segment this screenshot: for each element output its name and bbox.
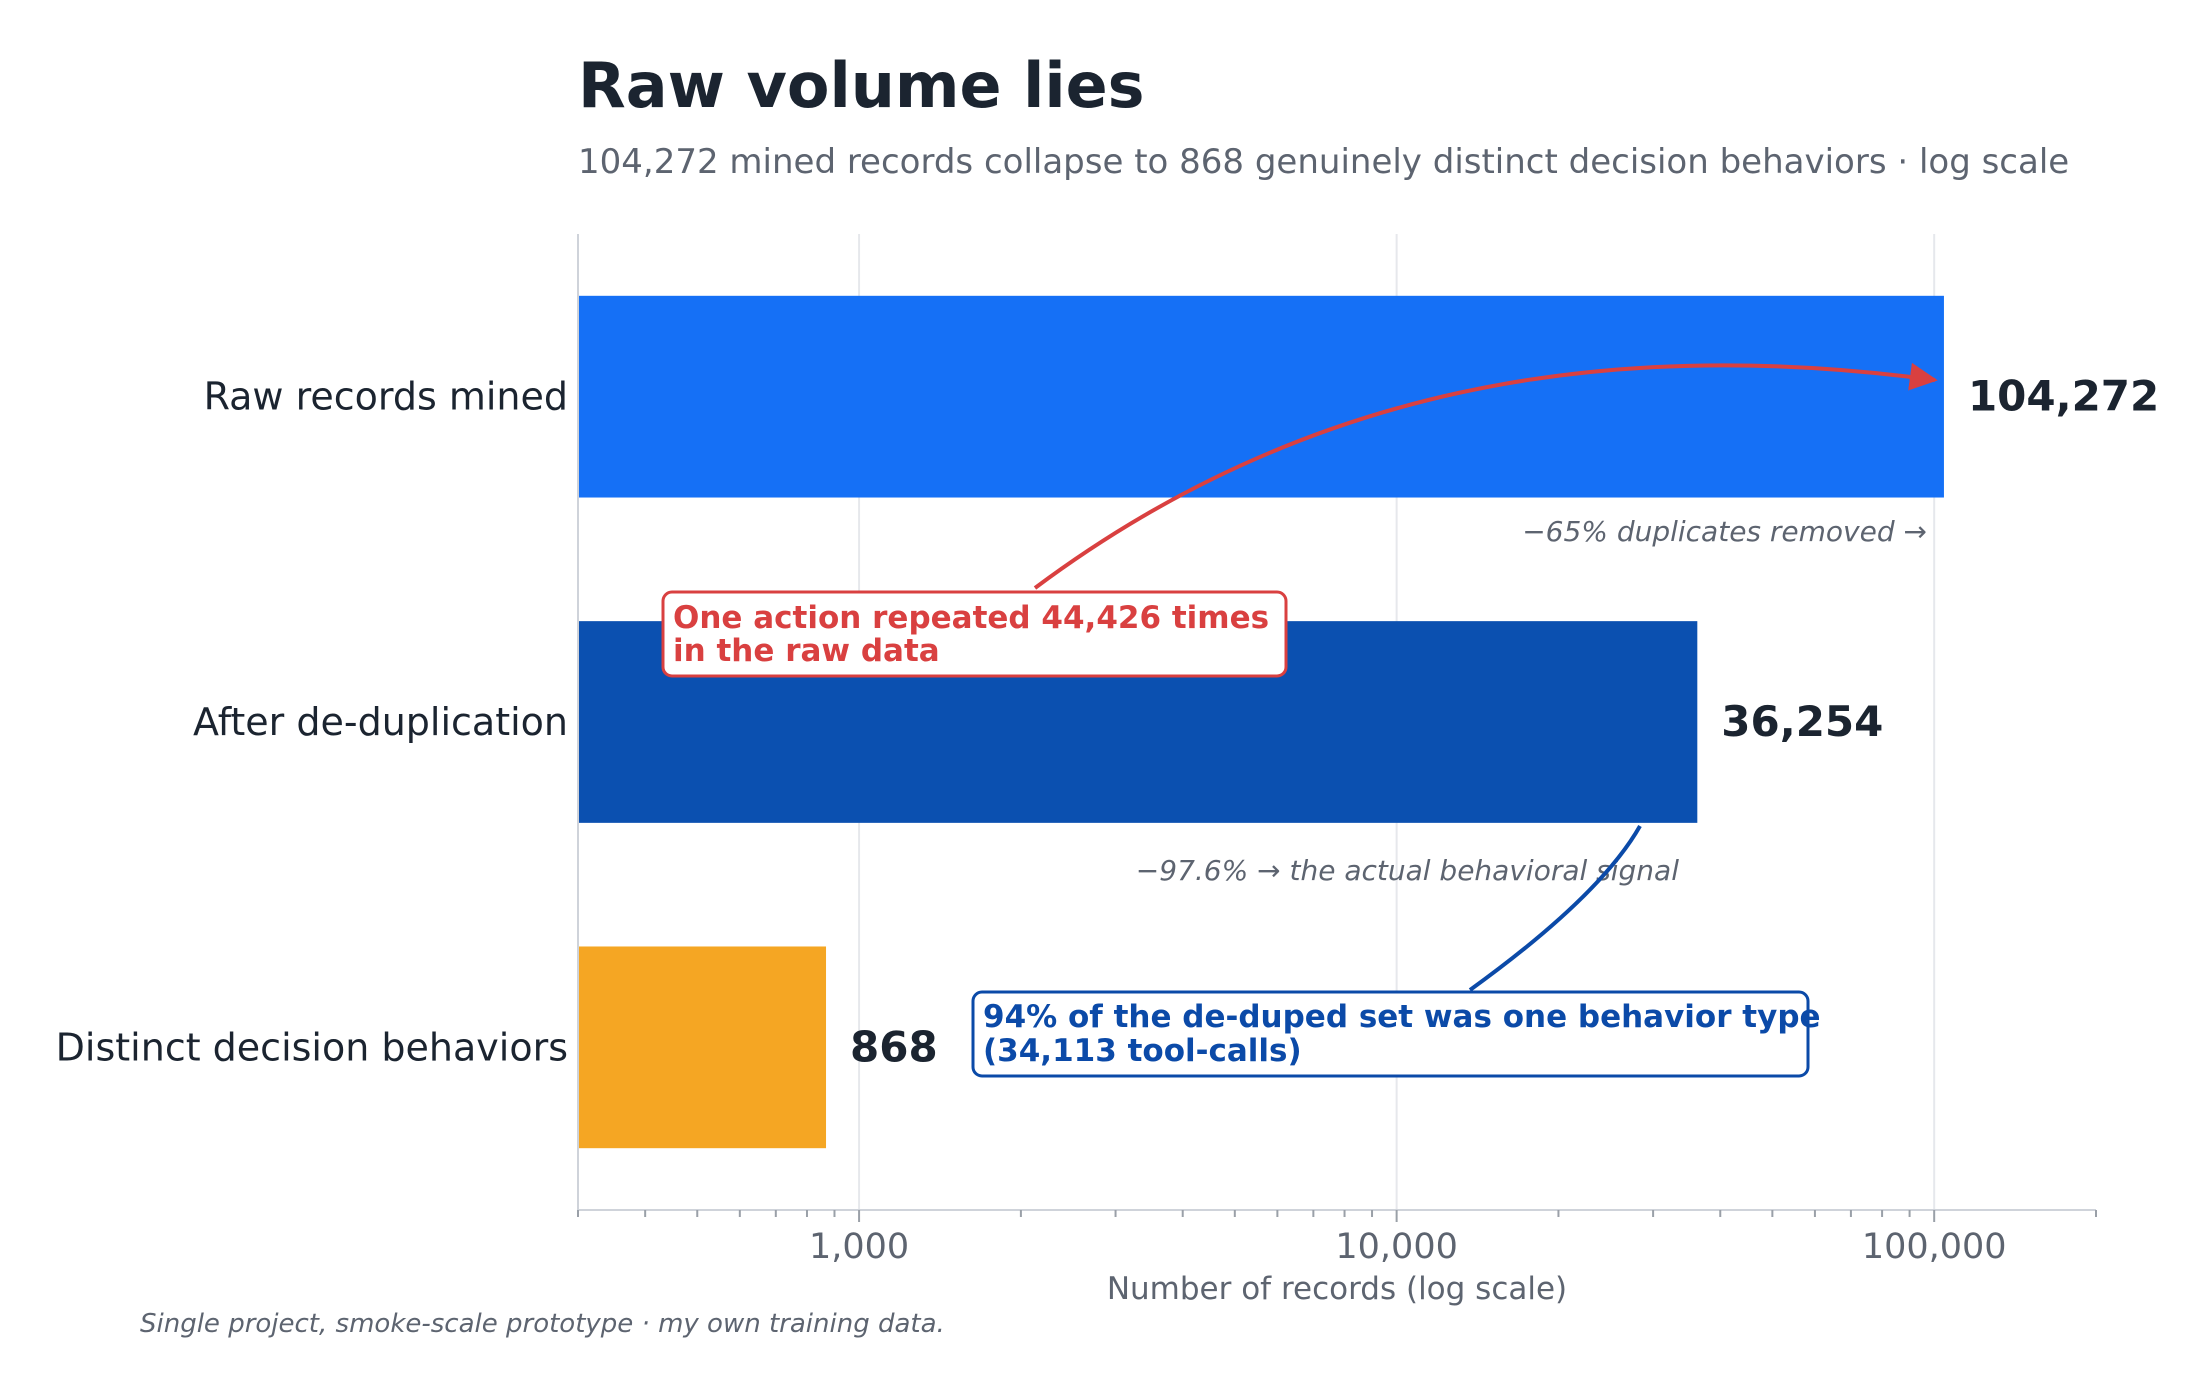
x-tick-label-1: 10,000 [1335, 1227, 1457, 1267]
step-note-dedup: −65% duplicates removed → [1522, 515, 1927, 548]
value-label-2: 868 [850, 1022, 938, 1071]
annotation-repeated-action: One action repeated 44,426 times in the … [661, 590, 1288, 678]
category-label-1: After de-duplication [193, 700, 568, 744]
annotation-box-red [661, 590, 1288, 678]
category-label-2: Distinct decision behaviors [56, 1025, 568, 1069]
annotation-one-behavior-type: 94% of the de-duped set was one behavior… [971, 990, 1821, 1078]
annotation-box-blue [971, 990, 1810, 1078]
x-tick-label-2: 100,000 [1862, 1227, 2007, 1267]
category-label-0: Raw records mined [204, 375, 568, 419]
annotation-red-line-2: in the raw data [673, 633, 940, 669]
value-label-1: 36,254 [1721, 697, 1883, 746]
value-label-0: 104,272 [1968, 372, 2159, 421]
bar-2 [578, 946, 827, 1149]
annotation-connector-blue [1468, 825, 1642, 992]
annotation-arrow-red [1033, 362, 1938, 590]
x-axis-label: Number of records (log scale) [1107, 1271, 1567, 1307]
step-note-distinct: −97.6% → the actual behavioral signal [1136, 854, 1679, 887]
chart-subtitle: 104,272 mined records collapse to 868 ge… [578, 142, 2069, 182]
footer-note: Single project, smoke-scale prototype · … [140, 1309, 945, 1339]
value-labels: 104,272 36,254 868 [850, 372, 2159, 1072]
x-tick-label-0: 1,000 [809, 1227, 909, 1267]
annotation-blue-line-2: (34,113 tool-calls) [983, 1033, 1302, 1069]
annotation-red-line-1: One action repeated 44,426 times [673, 600, 1269, 636]
annotation-blue-line-1: 94% of the de-duped set was one behavior… [983, 999, 1821, 1035]
category-labels: Raw records mined After de-duplication Dis… [56, 375, 568, 1070]
bar-0 [578, 295, 1944, 498]
x-axis-ticks: 1,000 10,000 100,000 [577, 1210, 2097, 1267]
chart-title: Raw volume lies [578, 49, 1145, 122]
